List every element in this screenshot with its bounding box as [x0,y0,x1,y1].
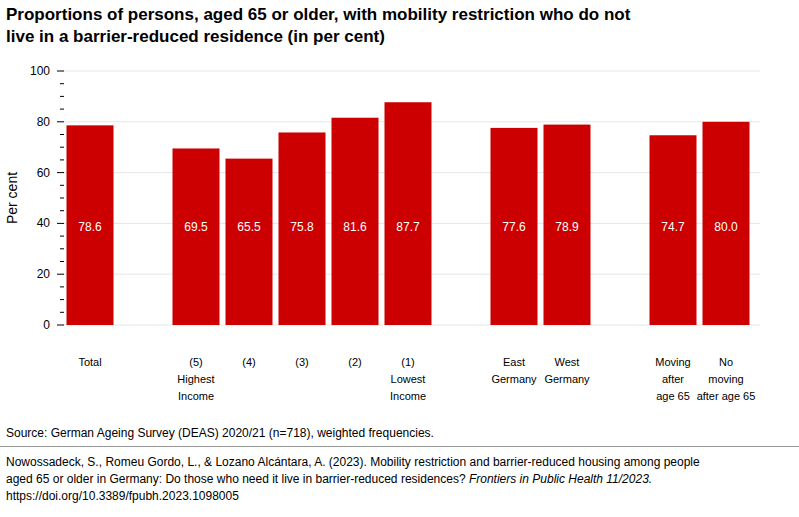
bar [385,102,432,325]
data-label: 81.6 [343,220,367,234]
x-tick-label: (2) [315,354,395,371]
separator [0,446,799,447]
bar [544,125,591,325]
grid-line [62,71,760,72]
y-minor-tick [60,185,64,186]
x-tick-label: West Germany [527,354,607,388]
y-minor-tick [60,109,64,110]
y-tick-label: 80 [37,115,51,129]
y-axis: 0 20 40 60 80 100 [30,64,760,332]
data-labels: 78.6 69.5 65.5 75.8 81.6 87.7 77.6 78.9 74.7 80.0 [78,220,738,234]
y-axis-label: Per cent [4,172,20,224]
y-tick [57,274,64,275]
bar [332,118,379,325]
citation-doi: https://doi.org/10.3389/fpubh.2023.10980… [6,488,796,505]
y-minor-tick [60,312,64,313]
data-label: 69.5 [184,220,208,234]
x-tick-label: (1) Lowest Income [368,354,448,405]
x-tick-label: (3) [262,354,342,371]
x-tick-label: East Germany [474,354,554,388]
data-label: 77.6 [502,220,526,234]
y-tick [57,223,64,224]
bar [226,159,273,325]
x-tick-label: Total [50,354,130,371]
y-tick [57,325,64,326]
source-note: Source: German Ageing Survey (DEAS) 2020… [6,426,434,440]
bar [703,122,750,325]
y-tick-label: 0 [43,318,50,332]
y-minor-tick [60,248,64,249]
y-minor-tick [60,261,64,262]
y-minor-tick [60,96,64,97]
y-minor-tick [60,147,64,148]
data-label: 75.8 [290,220,314,234]
y-tick [57,172,64,173]
y-tick [57,71,64,72]
bar [173,148,220,325]
y-tick-label: 20 [37,267,51,281]
y-tick [57,121,64,122]
y-tick-label: 100 [30,64,50,78]
bars [67,102,750,325]
y-minor-tick [60,198,64,199]
y-minor-tick [60,210,64,211]
data-label: 74.7 [661,220,685,234]
x-tick-label: (5) Highest Income [156,354,236,405]
chart-title: Proportions of persons, aged 65 or older… [6,4,796,48]
y-minor-tick [60,299,64,300]
data-label: 78.6 [78,220,102,234]
data-label: 87.7 [396,220,420,234]
data-label: 78.9 [555,220,579,234]
y-minor-tick [60,159,64,160]
citation: Nowossadeck, S., Romeu Gordo, L., & Loza… [6,454,796,505]
y-minor-tick [60,134,64,135]
data-label: 80.0 [714,220,738,234]
bar [279,132,326,325]
bar [491,128,538,325]
x-tick-label: (4) [209,354,289,371]
y-tick-label: 40 [37,216,51,230]
y-minor-tick [60,83,64,84]
bar [67,125,114,325]
x-tick-label: No moving after age 65 [686,354,766,405]
y-minor-tick [60,286,64,287]
bar [650,135,697,325]
y-minor-tick [60,236,64,237]
data-label: 65.5 [237,220,261,234]
citation-journal: Frontiers in Public Health 11/2023. [469,472,652,486]
y-tick-label: 60 [37,166,51,180]
